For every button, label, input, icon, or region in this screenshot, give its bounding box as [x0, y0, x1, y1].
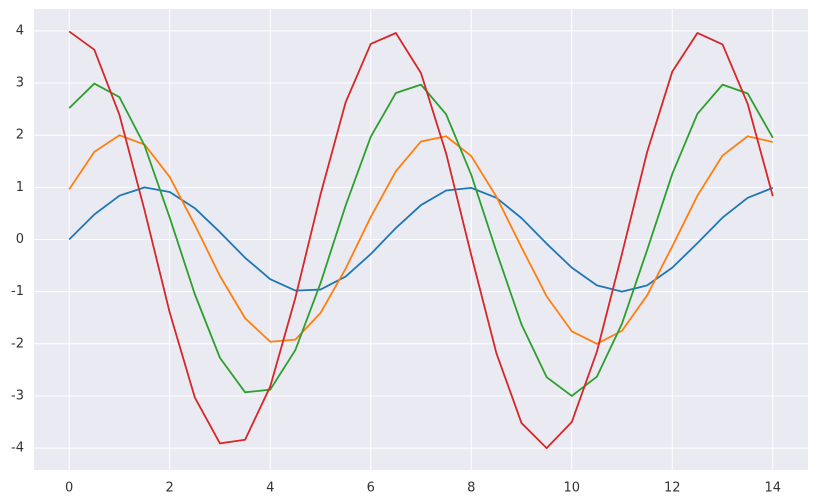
y-tick-label: -2 [11, 336, 24, 351]
y-tick-label: 0 [16, 232, 24, 247]
x-tick-label: 12 [664, 481, 681, 496]
series-line [68, 134, 774, 345]
y-tick-label: -1 [11, 284, 24, 299]
y-tick-label: 3 [16, 76, 24, 91]
x-tick-label: 2 [166, 481, 174, 496]
x-tick-label: 4 [266, 481, 274, 496]
y-tick-label: -4 [11, 441, 24, 456]
series-line [68, 82, 774, 397]
series-line [68, 30, 774, 449]
y-tick-label: 1 [16, 180, 24, 195]
x-tick-label: 14 [765, 481, 782, 496]
x-tick-label: 6 [367, 481, 375, 496]
y-tick-label: 4 [16, 23, 24, 38]
x-tick-label: 10 [564, 481, 581, 496]
y-tick-label: -3 [11, 388, 24, 403]
y-tick-label: 2 [16, 128, 24, 143]
x-tick-label: 0 [65, 481, 73, 496]
x-tick-label: 8 [467, 481, 475, 496]
